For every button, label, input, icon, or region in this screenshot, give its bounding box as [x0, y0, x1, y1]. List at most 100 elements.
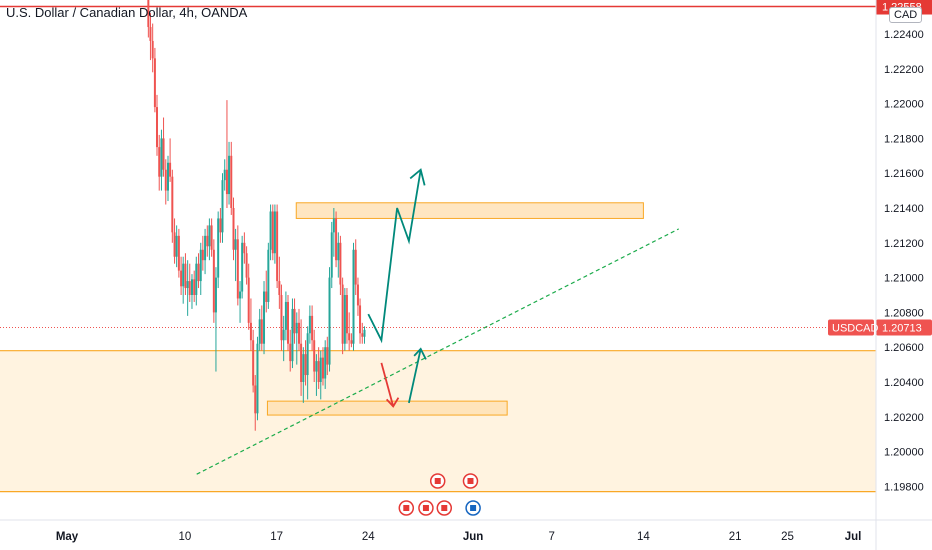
candle-body [186, 281, 189, 289]
candle-body [193, 279, 196, 295]
rebound-projection [408, 348, 422, 404]
candle-body [278, 281, 281, 295]
candle-body [149, 27, 152, 41]
x-tick-label: 7 [548, 531, 554, 543]
candle-body [304, 354, 307, 376]
demand-zone [0, 350, 876, 492]
resistance-box [295, 202, 644, 219]
event-usd-icon-mark [470, 505, 477, 511]
candle-body [298, 322, 301, 344]
candle-body [339, 242, 342, 285]
candle-body [225, 169, 228, 195]
candle-body [282, 329, 285, 341]
bullish-arrowhead [409, 168, 426, 186]
candle-body [197, 263, 200, 282]
y-tick-label: 1.20600 [884, 342, 924, 354]
candle-body [228, 155, 231, 195]
candle-body [269, 211, 272, 250]
event-cad-icon-mark [422, 505, 429, 511]
x-tick-label: 17 [270, 531, 283, 543]
y-tick-label: 1.21600 [884, 168, 924, 180]
candle-body [356, 284, 359, 306]
event-cad-icon-mark [467, 478, 474, 484]
candle-body [175, 235, 178, 257]
symbol-tag [828, 319, 874, 336]
candle-body [208, 225, 211, 247]
candle-body [332, 218, 335, 233]
candle-body [311, 315, 314, 341]
y-tick-label: 1.22400 [884, 29, 924, 41]
candle-body [245, 253, 248, 278]
y-tick-label: 1.21800 [884, 133, 924, 145]
candle-body [348, 333, 351, 341]
candle-body [147, 0, 150, 28]
candle-body [291, 308, 294, 362]
candle-body [217, 218, 220, 278]
candle-body [265, 291, 268, 302]
candle-body [271, 211, 274, 254]
candle-body [260, 319, 263, 344]
x-tick-label: 10 [179, 531, 192, 543]
last-price-tag [876, 319, 932, 336]
candle-body [308, 315, 311, 334]
bearish-arrowhead [385, 397, 400, 408]
candle-body [249, 322, 252, 341]
x-tick-label: Jul [845, 531, 862, 543]
grid-layer [0, 5, 876, 329]
candle-body [321, 357, 324, 379]
candle-body [219, 218, 222, 233]
candle-body [199, 249, 202, 282]
candle-body [256, 343, 259, 414]
candle-body [286, 301, 289, 344]
candle-body [337, 242, 340, 261]
y-tick-label: 1.20400 [884, 377, 924, 389]
candle-body [313, 340, 316, 372]
x-tick-label: 21 [729, 531, 742, 543]
candle-body [359, 305, 362, 334]
y-tick-label: 1.20200 [884, 412, 924, 424]
currency-badge[interactable]: CAD [889, 7, 923, 23]
candle-body [151, 40, 154, 59]
candle-body [241, 242, 244, 292]
x-tick-label: 14 [637, 531, 650, 543]
y-tick-label: 1.21200 [884, 238, 924, 250]
candle-body [295, 322, 298, 334]
candle-body [284, 301, 287, 330]
event-cad-icon-mark [434, 478, 441, 484]
candle-body [243, 242, 246, 254]
candle-body [324, 347, 327, 379]
candle-body [335, 218, 338, 261]
candle-body [361, 333, 364, 337]
candle-body [317, 361, 320, 382]
y-tick-label: 1.20000 [884, 447, 924, 459]
candle-body [155, 107, 158, 148]
events-layer [398, 473, 481, 516]
bullish-projection [367, 169, 422, 344]
candle-body [263, 291, 266, 344]
candle-body [289, 343, 292, 362]
candle-body [258, 319, 261, 344]
candle-body [254, 385, 257, 414]
candle-body [184, 263, 187, 289]
y-tick-label: 1.19800 [884, 481, 924, 493]
candle-body [236, 239, 239, 299]
candle-body [363, 329, 366, 337]
candle-body [164, 169, 167, 191]
candle-body [195, 263, 198, 295]
candle-body [267, 249, 270, 302]
candle-body [158, 147, 161, 177]
candle-body [293, 308, 296, 334]
candle-body [180, 270, 183, 287]
candle-body [162, 138, 165, 170]
candle-body [354, 249, 357, 285]
candle-body [345, 295, 348, 334]
candle-body [306, 333, 309, 376]
candle-body [214, 277, 217, 313]
trendline [196, 228, 680, 475]
candle-body [182, 263, 185, 287]
candle-body [350, 340, 353, 344]
candle-body [206, 235, 209, 247]
candle-body [239, 291, 242, 299]
y-tick-label: 1.21400 [884, 203, 924, 215]
